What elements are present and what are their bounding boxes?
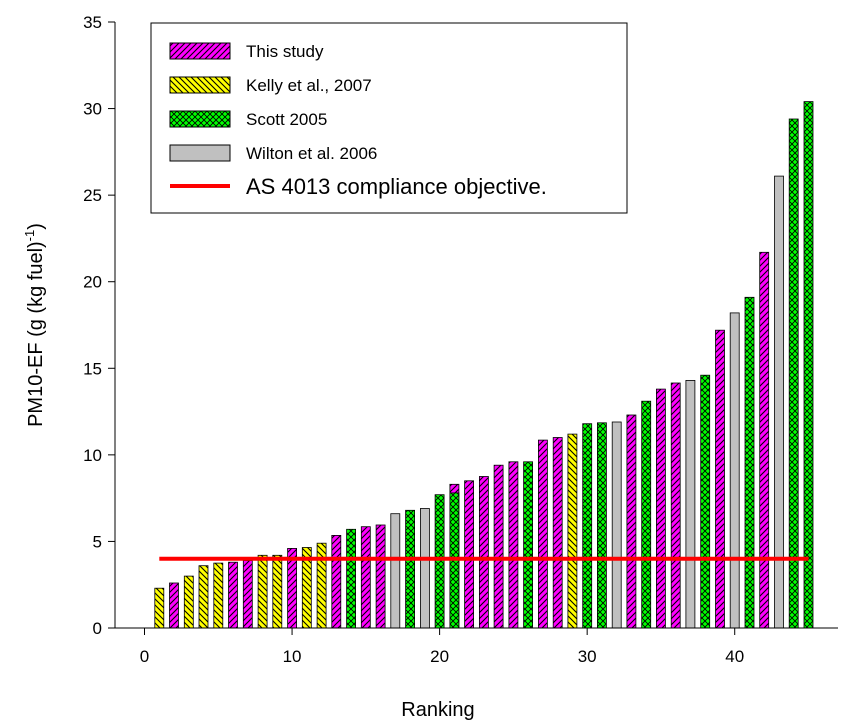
bar-series-1-rank-12 — [316, 542, 327, 629]
bar-series-1-rank-1 — [154, 587, 165, 629]
bar-series-0-rank-27 — [538, 439, 548, 629]
bar-series-0-rank-42 — [759, 251, 770, 629]
x-tick-label-30: 30 — [578, 647, 597, 666]
bar-series-0-rank-2 — [169, 582, 179, 629]
bar-series-2-rank-38 — [700, 374, 711, 629]
bar-series-1-rank-8 — [257, 554, 268, 629]
bar-series-3-rank-40 — [729, 312, 740, 629]
legend-swatch-wilton — [169, 144, 231, 162]
bar-series-3-rank-37 — [685, 379, 696, 629]
bar-series-0-rank-35 — [656, 388, 666, 629]
y-tick-label-35: 35 — [83, 13, 102, 32]
x-axis-ticks: 0 10 20 30 40 — [140, 628, 744, 666]
bar-series-3-rank-19 — [419, 508, 430, 629]
bar-series-0-rank-33 — [626, 414, 637, 629]
y-tick-label-0: 0 — [93, 619, 102, 638]
bar-series-0-rank-23 — [478, 476, 489, 629]
bar-series-2-rank-31 — [597, 422, 607, 629]
y-axis-title-superscript: -1 — [22, 230, 37, 242]
y-axis-title: PM10-EF (g (kg fuel)-1) — [22, 223, 47, 427]
bar-series-0-rank-15 — [360, 526, 371, 629]
bar-series-3-rank-17 — [390, 513, 401, 629]
bar-series-1-rank-3 — [183, 575, 194, 629]
y-tick-label-20: 20 — [83, 273, 102, 292]
bar-series-2-rank-34 — [641, 400, 652, 629]
bar-series-2-rank-30 — [582, 423, 593, 629]
bar-series-2-rank-41 — [744, 296, 755, 629]
y-tick-label-5: 5 — [93, 532, 102, 551]
legend-swatch-kelly — [169, 76, 231, 94]
bar-series-0-rank-16 — [375, 524, 386, 629]
bar-series-0-rank-7 — [242, 560, 253, 629]
bar-series-1-rank-4 — [198, 565, 209, 629]
bar-series-2-rank-20 — [434, 494, 445, 629]
bar-series-2-rank-45 — [803, 101, 814, 629]
x-tick-label-40: 40 — [725, 647, 744, 666]
y-tick-label-30: 30 — [83, 100, 102, 119]
bar-series-0-rank-13 — [331, 535, 342, 629]
y-tick-label-25: 25 — [83, 186, 102, 205]
bar-series-1-rank-9 — [272, 554, 283, 629]
bar-series-0-rank-25 — [508, 461, 519, 629]
legend-label-compliance: AS 4013 compliance objective. — [246, 174, 547, 199]
bar-series-2-rank-44 — [788, 118, 799, 629]
bar-series-0-rank-22 — [464, 480, 475, 629]
bar-series-0-rank-39 — [715, 329, 725, 629]
y-tick-label-15: 15 — [83, 359, 102, 378]
bar-series-1-rank-29 — [567, 433, 578, 629]
bar-series-0-rank-28 — [552, 437, 563, 629]
x-tick-label-0: 0 — [140, 647, 149, 666]
x-axis-title: Ranking — [401, 699, 474, 721]
legend-label-this-study: This study — [246, 42, 324, 61]
legend-label-wilton: Wilton et al. 2006 — [246, 144, 377, 163]
bar-series-2-rank-26 — [523, 461, 533, 629]
legend-label-scott: Scott 2005 — [246, 110, 327, 129]
bar-series-1-rank-5 — [213, 562, 224, 629]
legend-swatch-this-study — [169, 42, 231, 60]
bar-series-2-rank-18 — [405, 509, 416, 629]
legend-label-kelly: Kelly et al., 2007 — [246, 76, 372, 95]
y-tick-label-10: 10 — [83, 446, 102, 465]
y-axis-title-main: PM10-EF (g (kg fuel) — [25, 241, 47, 427]
legend: This study Kelly et al., 2007 Scott 2005… — [150, 22, 628, 214]
bar-series-2-rank-14 — [346, 528, 357, 629]
bar-series-3-rank-32 — [611, 421, 622, 629]
x-tick-label-20: 20 — [430, 647, 449, 666]
y-axis-title-close: ) — [25, 223, 47, 230]
y-axis-ticks: 0 5 10 15 20 25 30 35 — [83, 13, 115, 638]
bar-series-0-rank-6 — [228, 561, 238, 629]
bars-layer — [154, 101, 814, 629]
bar-series-0-rank-36 — [670, 382, 681, 629]
bar-series-0-rank-24 — [493, 464, 504, 629]
x-tick-label-10: 10 — [283, 647, 302, 666]
legend-swatch-scott — [169, 110, 231, 128]
